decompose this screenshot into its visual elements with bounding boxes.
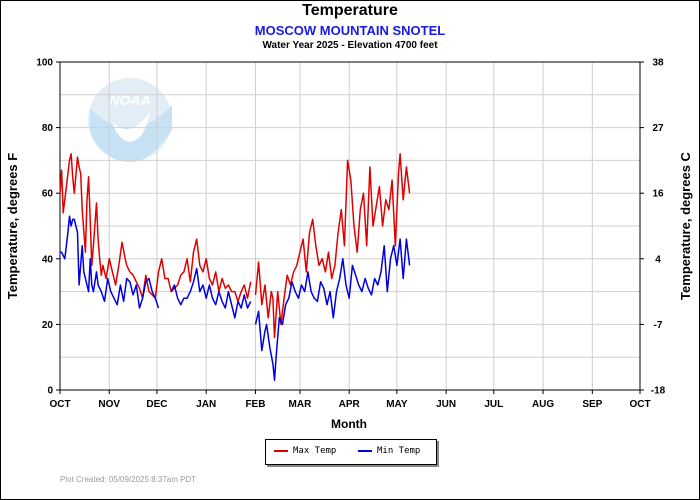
legend-item-max: Max Temp [274, 446, 336, 456]
chart-subtitle: MOSCOW MOUNTAIN SNOTEL [254, 23, 446, 38]
plot-created-footer: Plot Created: 05/09/2025 8:37am PDT [60, 475, 197, 484]
y-tick-label-left: 40 [42, 254, 54, 265]
y-tick-label-left: 20 [42, 320, 54, 331]
y-tick-label-right: 27 [652, 123, 664, 134]
y-tick-label-left: 100 [36, 58, 53, 69]
y-tick-label-left: 0 [47, 386, 53, 397]
x-tick-label: MAR [289, 399, 313, 410]
x-tick-label: SEP [582, 399, 602, 410]
legend-label-max: Max Temp [293, 446, 337, 456]
noaa-logo: NOAA [88, 78, 172, 162]
noaa-logo-text: NOAA [109, 92, 150, 108]
x-tick-label: DEC [146, 399, 167, 410]
plot-area [59, 61, 641, 391]
series-group [59, 153, 411, 381]
x-tick-label: AUG [532, 399, 554, 410]
x-tick-label: MAY [386, 399, 408, 410]
chart-title: Temperature [302, 2, 398, 19]
x-tick-label: OCT [49, 399, 70, 410]
x-tick-label: NOV [98, 399, 120, 410]
min-temp-line [60, 215, 411, 381]
x-tick-label: APR [339, 399, 361, 410]
y-tick-label-right: -18 [651, 386, 666, 397]
max-temp-line [59, 153, 411, 339]
y-axis-label-right: Temperature, degrees C [678, 151, 693, 299]
left-axis: 0 20 40 60 80 100 [36, 58, 60, 397]
x-tick-label: OCT [629, 399, 650, 410]
y-tick-label-right: 16 [652, 189, 664, 200]
legend-swatch-max [274, 450, 288, 452]
x-axis-label: Month [331, 417, 367, 431]
legend-swatch-min [358, 450, 372, 452]
y-tick-label-right: 4 [655, 254, 661, 265]
y-axis-label-left: Temperature, degrees F [5, 153, 20, 299]
month-axis: OCT NOV DEC JAN FEB MAR APR MAY JUN JUL AUG SEP OCT [49, 390, 651, 410]
x-tick-label: JAN [196, 399, 216, 410]
y-tick-label-left: 60 [42, 189, 54, 200]
y-tick-label-right: 38 [652, 58, 664, 69]
legend-label-min: Min Temp [377, 446, 421, 456]
legend-item-min: Min Temp [358, 446, 420, 456]
x-tick-label: JUL [484, 399, 503, 410]
right-axis: -18 -7 4 16 27 38 [640, 58, 666, 397]
x-tick-label: FEB [245, 399, 265, 410]
y-tick-label-left: 80 [42, 123, 54, 134]
legend: Max Temp Min Temp [265, 439, 437, 465]
chart-subtitle-water-year: Water Year 2025 - Elevation 4700 feet [262, 40, 438, 51]
y-tick-label-right: -7 [654, 320, 663, 331]
x-tick-label: JUN [436, 399, 456, 410]
